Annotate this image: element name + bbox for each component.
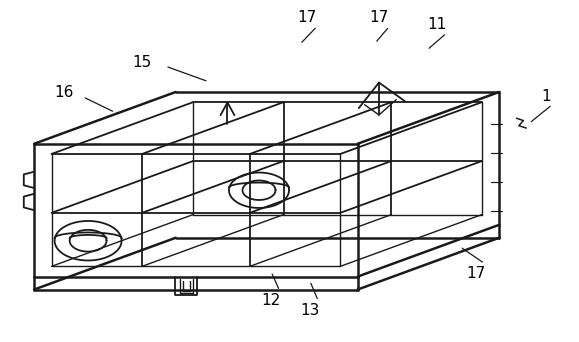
- Text: 13: 13: [300, 303, 320, 318]
- Text: 12: 12: [261, 293, 281, 308]
- Text: 1: 1: [542, 89, 551, 104]
- Text: 11: 11: [427, 17, 446, 32]
- Text: 17: 17: [466, 266, 485, 281]
- Text: 17: 17: [297, 10, 317, 25]
- Text: 17: 17: [369, 10, 389, 25]
- Text: 16: 16: [54, 85, 74, 100]
- Text: 15: 15: [133, 54, 152, 69]
